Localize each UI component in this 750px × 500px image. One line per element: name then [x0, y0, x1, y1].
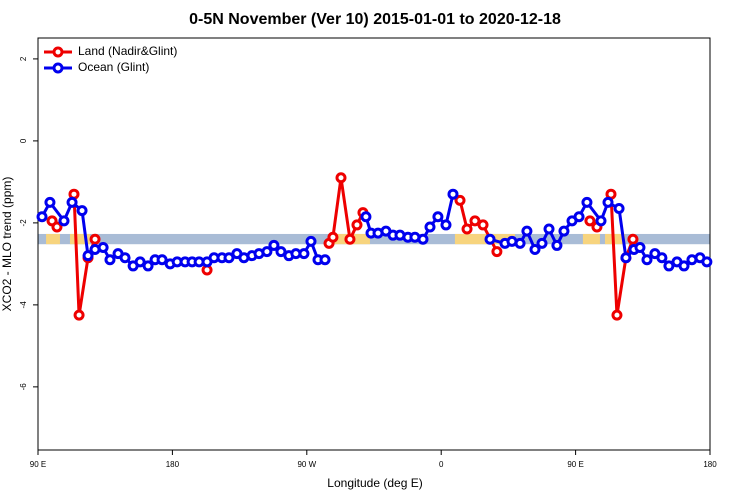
- data-point: [424, 221, 436, 233]
- data-point: [275, 246, 287, 258]
- data-point: [97, 241, 109, 253]
- legend-label: Land (Nadir&Glint): [78, 44, 177, 58]
- data-point: [656, 252, 668, 264]
- y-tick-label: 0: [19, 138, 28, 143]
- x-tick-label: 90 E: [30, 460, 46, 469]
- data-point: [223, 252, 235, 264]
- data-point: [134, 256, 146, 268]
- legend-marker: [52, 46, 64, 58]
- data-point: [319, 254, 331, 266]
- land-band: [46, 233, 60, 245]
- data-point: [558, 225, 570, 237]
- x-tick-label: 180: [703, 460, 717, 469]
- x-axis-label: Longitude (deg E): [327, 476, 422, 490]
- x-tick-label: 90 E: [567, 460, 583, 469]
- data-point: [36, 211, 48, 223]
- data-point: [477, 219, 489, 231]
- y-tick-label: -4: [19, 301, 28, 309]
- data-point: [440, 219, 452, 231]
- chart-title: 0-5N November (Ver 10) 2015-01-01 to 202…: [189, 11, 561, 28]
- data-point: [551, 239, 563, 251]
- data-point: [595, 215, 607, 227]
- data-point: [469, 215, 481, 227]
- y-tick-label: -6: [19, 383, 28, 391]
- data-point: [461, 223, 473, 235]
- legend-marker: [52, 62, 64, 74]
- data-point: [156, 254, 168, 266]
- land-band: [582, 233, 600, 245]
- data-point: [298, 248, 310, 260]
- land-band: [69, 233, 90, 245]
- data-point: [305, 235, 317, 247]
- data-point: [536, 237, 548, 249]
- data-point: [602, 196, 614, 208]
- data-point: [351, 219, 363, 231]
- data-point: [484, 233, 496, 245]
- data-point: [521, 225, 533, 237]
- data-point: [142, 260, 154, 272]
- data-point: [261, 246, 273, 258]
- data-point: [573, 211, 585, 223]
- data-point: [447, 188, 459, 200]
- plot-frame: [37, 37, 711, 451]
- data-point: [543, 223, 555, 235]
- data-point: [611, 309, 623, 321]
- data-point: [613, 203, 625, 215]
- data-point: [634, 241, 646, 253]
- x-tick-label: 90 W: [297, 460, 316, 469]
- data-point: [514, 237, 526, 249]
- y-tick-label: 2: [19, 56, 28, 61]
- data-point: [44, 196, 56, 208]
- data-point: [641, 254, 653, 266]
- legend-label: Ocean (Glint): [78, 60, 149, 74]
- data-point: [432, 211, 444, 223]
- data-point: [344, 233, 356, 245]
- data-point: [620, 252, 632, 264]
- data-point: [360, 211, 372, 223]
- data-point: [581, 196, 593, 208]
- data-point: [327, 231, 339, 243]
- data-point: [104, 254, 116, 266]
- x-tick-label: 180: [166, 460, 180, 469]
- data-point: [627, 233, 639, 245]
- data-point: [529, 244, 541, 256]
- reference-band: [38, 233, 710, 245]
- data-point: [82, 250, 94, 262]
- land-band: [605, 233, 626, 245]
- data-point: [89, 233, 101, 245]
- data-point: [491, 246, 503, 258]
- data-point: [335, 172, 347, 184]
- y-tick-label: -2: [19, 219, 28, 227]
- data-point: [76, 205, 88, 217]
- data-point: [119, 252, 131, 264]
- data-point: [584, 215, 596, 227]
- data-point: [417, 233, 429, 245]
- data-point: [678, 260, 690, 272]
- data-point: [454, 194, 466, 206]
- data-point: [51, 221, 63, 233]
- y-axis-label: XCO2 - MLO trend (ppm): [0, 177, 14, 312]
- data-point: [58, 215, 70, 227]
- data-point: [663, 260, 675, 272]
- data-point: [701, 256, 713, 268]
- data-point: [73, 309, 85, 321]
- data-point: [268, 239, 280, 251]
- data-point: [66, 196, 78, 208]
- x-tick-label: 0: [439, 460, 444, 469]
